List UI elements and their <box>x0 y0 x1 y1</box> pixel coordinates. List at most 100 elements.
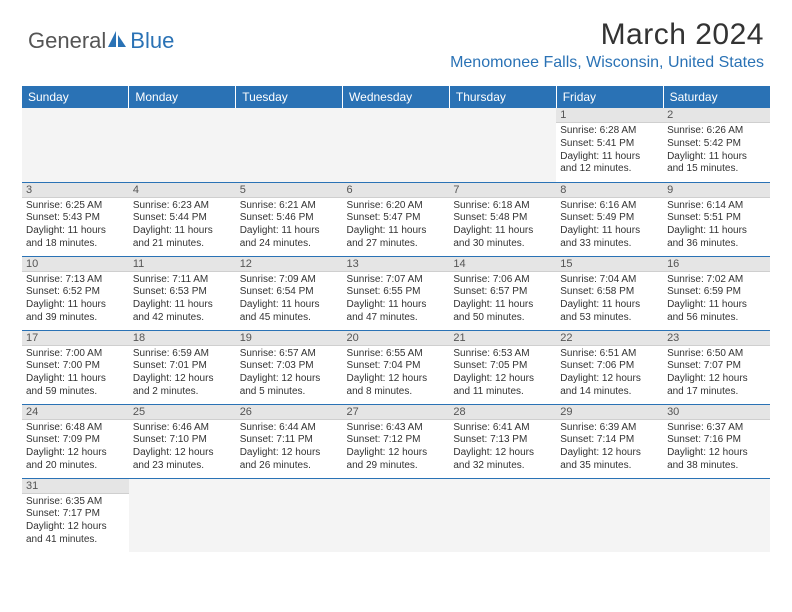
calendar-cell: 27Sunrise: 6:43 AMSunset: 7:12 PMDayligh… <box>343 404 450 478</box>
calendar-cell: 26Sunrise: 6:44 AMSunset: 7:11 PMDayligh… <box>236 404 343 478</box>
calendar-cell <box>129 108 236 182</box>
day-body: Sunrise: 7:06 AMSunset: 6:57 PMDaylight:… <box>449 272 556 327</box>
calendar-cell: 12Sunrise: 7:09 AMSunset: 6:54 PMDayligh… <box>236 256 343 330</box>
day-number: 26 <box>236 405 343 420</box>
day-number: 14 <box>449 257 556 272</box>
day-number: 5 <box>236 183 343 198</box>
logo-text-blue: Blue <box>130 28 174 54</box>
day-body: Sunrise: 6:37 AMSunset: 7:16 PMDaylight:… <box>663 420 770 475</box>
day-body: Sunrise: 6:48 AMSunset: 7:09 PMDaylight:… <box>22 420 129 475</box>
day-number: 20 <box>343 331 450 346</box>
calendar-cell: 22Sunrise: 6:51 AMSunset: 7:06 PMDayligh… <box>556 330 663 404</box>
day-body: Sunrise: 6:46 AMSunset: 7:10 PMDaylight:… <box>129 420 236 475</box>
calendar-cell: 1Sunrise: 6:28 AMSunset: 5:41 PMDaylight… <box>556 108 663 182</box>
day-body: Sunrise: 6:43 AMSunset: 7:12 PMDaylight:… <box>343 420 450 475</box>
day-number: 25 <box>129 405 236 420</box>
day-body: Sunrise: 6:18 AMSunset: 5:48 PMDaylight:… <box>449 198 556 253</box>
day-number: 2 <box>663 108 770 123</box>
day-number: 12 <box>236 257 343 272</box>
weekday-header: Monday <box>129 86 236 108</box>
logo-text-general: General <box>28 28 106 54</box>
calendar-cell: 4Sunrise: 6:23 AMSunset: 5:44 PMDaylight… <box>129 182 236 256</box>
day-body: Sunrise: 6:21 AMSunset: 5:46 PMDaylight:… <box>236 198 343 253</box>
day-number: 1 <box>556 108 663 123</box>
day-body: Sunrise: 6:55 AMSunset: 7:04 PMDaylight:… <box>343 346 450 401</box>
calendar-cell: 19Sunrise: 6:57 AMSunset: 7:03 PMDayligh… <box>236 330 343 404</box>
calendar-cell: 18Sunrise: 6:59 AMSunset: 7:01 PMDayligh… <box>129 330 236 404</box>
logo-sail-icon <box>106 29 128 54</box>
calendar-cell <box>556 478 663 552</box>
day-body: Sunrise: 6:20 AMSunset: 5:47 PMDaylight:… <box>343 198 450 253</box>
weekday-header: Saturday <box>663 86 770 108</box>
calendar-cell: 2Sunrise: 6:26 AMSunset: 5:42 PMDaylight… <box>663 108 770 182</box>
month-title: March 2024 <box>450 18 764 52</box>
calendar-cell: 13Sunrise: 7:07 AMSunset: 6:55 PMDayligh… <box>343 256 450 330</box>
day-number: 13 <box>343 257 450 272</box>
day-number: 11 <box>129 257 236 272</box>
day-body: Sunrise: 7:00 AMSunset: 7:00 PMDaylight:… <box>22 346 129 401</box>
day-number: 29 <box>556 405 663 420</box>
day-number: 27 <box>343 405 450 420</box>
day-body: Sunrise: 6:41 AMSunset: 7:13 PMDaylight:… <box>449 420 556 475</box>
day-number: 28 <box>449 405 556 420</box>
calendar-cell: 17Sunrise: 7:00 AMSunset: 7:00 PMDayligh… <box>22 330 129 404</box>
calendar-cell: 5Sunrise: 6:21 AMSunset: 5:46 PMDaylight… <box>236 182 343 256</box>
day-body: Sunrise: 7:13 AMSunset: 6:52 PMDaylight:… <box>22 272 129 327</box>
weekday-header: Sunday <box>22 86 129 108</box>
calendar-cell <box>22 108 129 182</box>
day-number: 6 <box>343 183 450 198</box>
day-number: 17 <box>22 331 129 346</box>
day-body: Sunrise: 6:25 AMSunset: 5:43 PMDaylight:… <box>22 198 129 253</box>
day-number: 24 <box>22 405 129 420</box>
day-body: Sunrise: 6:16 AMSunset: 5:49 PMDaylight:… <box>556 198 663 253</box>
calendar-cell: 9Sunrise: 6:14 AMSunset: 5:51 PMDaylight… <box>663 182 770 256</box>
calendar-cell: 21Sunrise: 6:53 AMSunset: 7:05 PMDayligh… <box>449 330 556 404</box>
header: General Blue March 2024 Menomonee Falls,… <box>0 0 792 78</box>
calendar-cell: 31Sunrise: 6:35 AMSunset: 7:17 PMDayligh… <box>22 478 129 552</box>
calendar-cell: 16Sunrise: 7:02 AMSunset: 6:59 PMDayligh… <box>663 256 770 330</box>
location-label: Menomonee Falls, Wisconsin, United State… <box>450 54 764 72</box>
day-number: 7 <box>449 183 556 198</box>
calendar-cell <box>343 478 450 552</box>
day-number: 15 <box>556 257 663 272</box>
day-body: Sunrise: 6:28 AMSunset: 5:41 PMDaylight:… <box>556 123 663 178</box>
day-body: Sunrise: 6:23 AMSunset: 5:44 PMDaylight:… <box>129 198 236 253</box>
day-body: Sunrise: 6:57 AMSunset: 7:03 PMDaylight:… <box>236 346 343 401</box>
day-body: Sunrise: 7:09 AMSunset: 6:54 PMDaylight:… <box>236 272 343 327</box>
day-number: 3 <box>22 183 129 198</box>
calendar-cell <box>236 478 343 552</box>
calendar-cell: 11Sunrise: 7:11 AMSunset: 6:53 PMDayligh… <box>129 256 236 330</box>
calendar-cell <box>343 108 450 182</box>
day-body: Sunrise: 6:44 AMSunset: 7:11 PMDaylight:… <box>236 420 343 475</box>
day-body: Sunrise: 6:50 AMSunset: 7:07 PMDaylight:… <box>663 346 770 401</box>
day-body: Sunrise: 7:04 AMSunset: 6:58 PMDaylight:… <box>556 272 663 327</box>
weekday-header: Wednesday <box>343 86 450 108</box>
day-body: Sunrise: 7:11 AMSunset: 6:53 PMDaylight:… <box>129 272 236 327</box>
day-number: 18 <box>129 331 236 346</box>
day-number: 8 <box>556 183 663 198</box>
calendar-cell: 23Sunrise: 6:50 AMSunset: 7:07 PMDayligh… <box>663 330 770 404</box>
weekday-header: Thursday <box>449 86 556 108</box>
day-number: 4 <box>129 183 236 198</box>
day-body: Sunrise: 6:26 AMSunset: 5:42 PMDaylight:… <box>663 123 770 178</box>
day-body: Sunrise: 7:02 AMSunset: 6:59 PMDaylight:… <box>663 272 770 327</box>
calendar-header: SundayMondayTuesdayWednesdayThursdayFrid… <box>22 86 770 108</box>
day-body: Sunrise: 6:35 AMSunset: 7:17 PMDaylight:… <box>22 494 129 549</box>
title-block: March 2024 Menomonee Falls, Wisconsin, U… <box>450 18 764 72</box>
day-number: 9 <box>663 183 770 198</box>
day-number: 16 <box>663 257 770 272</box>
calendar-cell: 10Sunrise: 7:13 AMSunset: 6:52 PMDayligh… <box>22 256 129 330</box>
calendar-cell <box>449 478 556 552</box>
day-number: 10 <box>22 257 129 272</box>
calendar-cell <box>449 108 556 182</box>
day-number: 30 <box>663 405 770 420</box>
day-number: 31 <box>22 479 129 494</box>
day-number: 19 <box>236 331 343 346</box>
day-number: 23 <box>663 331 770 346</box>
logo: General Blue <box>28 18 174 54</box>
calendar-cell <box>236 108 343 182</box>
day-body: Sunrise: 6:53 AMSunset: 7:05 PMDaylight:… <box>449 346 556 401</box>
calendar-cell: 6Sunrise: 6:20 AMSunset: 5:47 PMDaylight… <box>343 182 450 256</box>
day-body: Sunrise: 6:14 AMSunset: 5:51 PMDaylight:… <box>663 198 770 253</box>
weekday-header: Friday <box>556 86 663 108</box>
